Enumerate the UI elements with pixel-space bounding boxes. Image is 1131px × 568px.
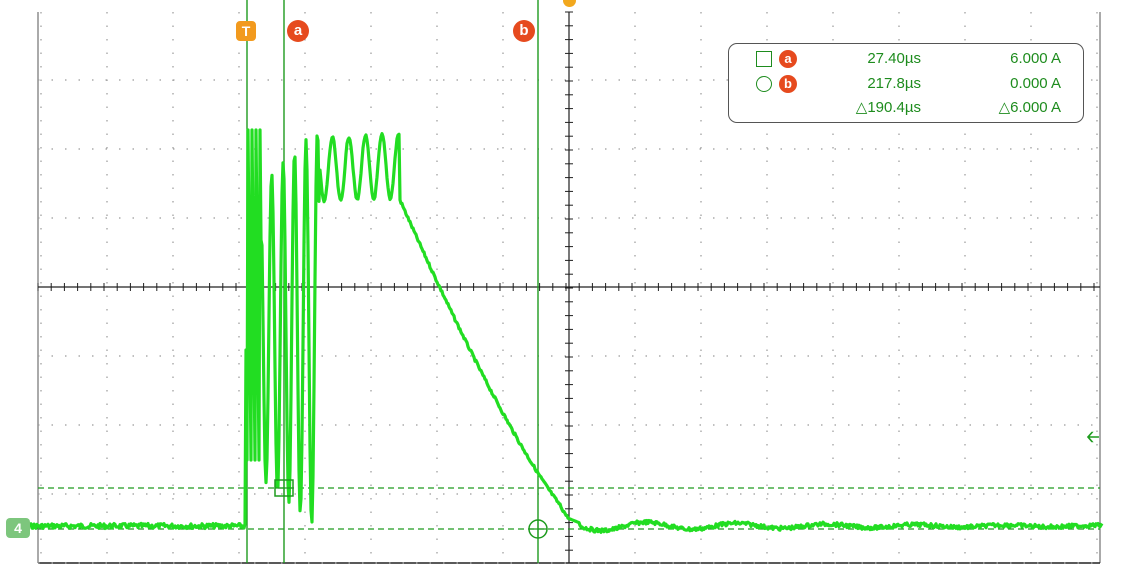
cursor-b-time: 217.8µs bbox=[867, 75, 921, 92]
channel-4-ground-marker[interactable]: 4 bbox=[6, 518, 30, 538]
channel-4-waveform bbox=[9, 128, 1104, 534]
readout-row-a: a 27.40µs 6.000 A bbox=[729, 48, 1083, 70]
cursor-a-time: 27.40µs bbox=[867, 50, 921, 67]
trigger-position-icon[interactable] bbox=[563, 0, 576, 7]
cursor-a-value: 6.000 A bbox=[1010, 50, 1061, 67]
cursor-a-marker[interactable]: a bbox=[287, 20, 309, 42]
left-arrow-icon[interactable]: 🡠 bbox=[1086, 429, 1100, 446]
trigger-marker[interactable]: T bbox=[236, 21, 256, 41]
cursor-b-value: 0.000 A bbox=[1010, 75, 1061, 92]
readout-row-b: b 217.8µs 0.000 A bbox=[729, 73, 1083, 95]
cursor-readout-panel: a 27.40µs 6.000 A b 217.8µs 0.000 A △190… bbox=[728, 43, 1084, 123]
delta-value: △6.000 A bbox=[998, 99, 1061, 116]
readout-row-delta: △190.4µs △6.000 A bbox=[729, 97, 1083, 119]
delta-time: △190.4µs bbox=[855, 99, 921, 116]
cursor-b-marker[interactable]: b bbox=[513, 20, 535, 42]
cursor-b-badge: b bbox=[779, 75, 797, 93]
center-axes bbox=[37, 11, 1100, 563]
cursor-a-badge: a bbox=[779, 50, 797, 68]
square-icon bbox=[756, 51, 772, 67]
circle-icon bbox=[756, 76, 772, 92]
